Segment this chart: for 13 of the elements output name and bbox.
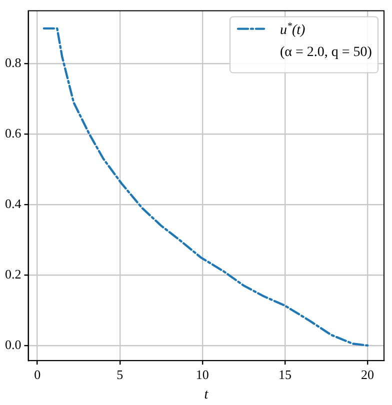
x-tick-label: 10 — [196, 366, 209, 382]
x-tick-label: 5 — [116, 366, 124, 382]
y-tick-label: 0.4 — [5, 196, 22, 211]
y-tick-label: 0.6 — [5, 126, 22, 141]
x-tick-label: 15 — [278, 366, 292, 382]
legend-label: u*(t) — [280, 20, 306, 38]
x-tick-label: 0 — [34, 366, 41, 382]
y-tick-label: 0.2 — [5, 266, 22, 282]
x-tick-label: 20 — [360, 366, 374, 382]
y-tick-label: 0.0 — [5, 336, 22, 352]
x-axis-title: t — [204, 387, 210, 402]
y-tick-label: 0.8 — [5, 55, 22, 70]
annotation: (α = 2.0, q = 50) — [280, 44, 372, 60]
